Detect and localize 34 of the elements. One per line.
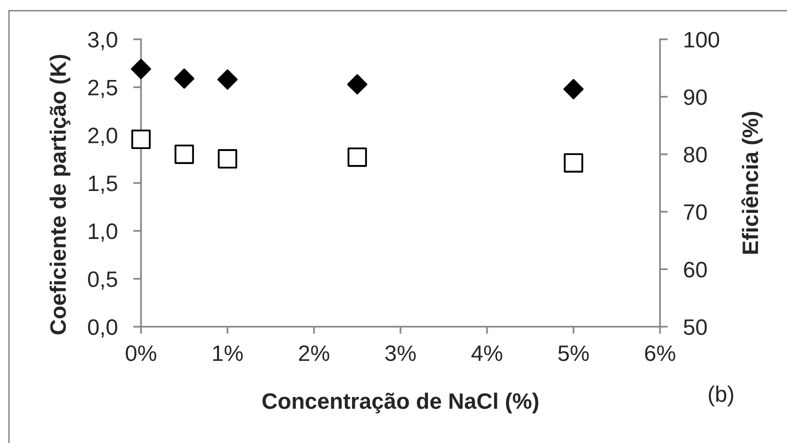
x-tick-label: 4% bbox=[471, 345, 502, 361]
point bbox=[130, 58, 152, 80]
y2-tick-label: 80 bbox=[684, 146, 707, 163]
y2-tick-label: 50 bbox=[684, 319, 707, 335]
point bbox=[131, 130, 151, 150]
point bbox=[347, 74, 368, 94]
y2-tick-label: 100 bbox=[684, 32, 720, 48]
y2-axis-title: Eficiência (%) bbox=[741, 112, 763, 254]
y-tick-label: 3,0 bbox=[88, 32, 118, 50]
x-tick-label: 3% bbox=[385, 345, 416, 362]
x-axis-title: Concentração de NaCl (%) bbox=[262, 392, 538, 414]
y-tick-label: 2,0 bbox=[88, 128, 118, 146]
y-tick-label: 1,0 bbox=[88, 223, 118, 242]
y2-tick-label: 70 bbox=[684, 204, 707, 220]
point bbox=[348, 147, 367, 167]
y-tick-label: 2,5 bbox=[88, 80, 118, 98]
point bbox=[174, 144, 194, 164]
x-tick-label: 5% bbox=[558, 345, 589, 362]
text: (b) bbox=[708, 386, 734, 406]
point bbox=[564, 153, 584, 173]
x-tick-label: 2% bbox=[299, 345, 330, 361]
y-axis-title: Coeficiente de partição (K) bbox=[50, 54, 70, 334]
y-tick-label: 0,5 bbox=[88, 271, 118, 290]
point bbox=[217, 69, 238, 90]
point bbox=[563, 79, 584, 100]
y-tick-label: 1,5 bbox=[88, 176, 118, 194]
y-tick-label: 0,0 bbox=[88, 319, 118, 338]
x-tick-label: 1% bbox=[213, 345, 243, 361]
y2-tick-label: 90 bbox=[684, 89, 707, 106]
point bbox=[218, 149, 238, 169]
x-tick-label: 0% bbox=[126, 345, 156, 362]
y2-tick-label: 60 bbox=[684, 262, 707, 278]
point bbox=[174, 68, 194, 89]
x-tick-label: 6% bbox=[645, 345, 676, 362]
